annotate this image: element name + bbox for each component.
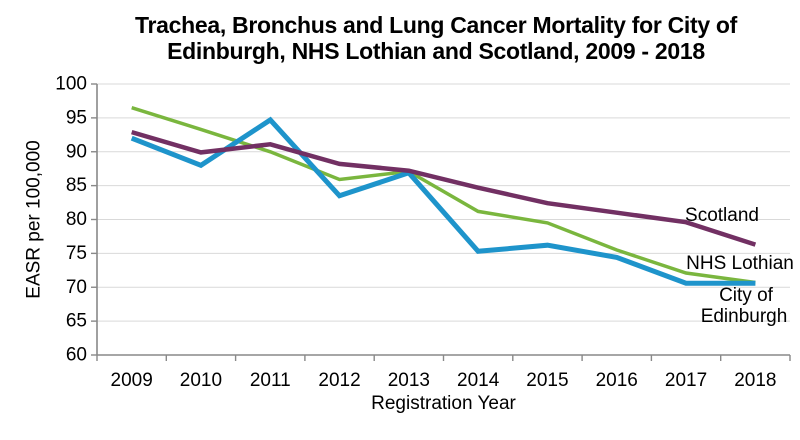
y-axis-title: EASR per 100,000: [24, 140, 45, 298]
series-label-city-of-edinburgh: City of: [719, 285, 774, 306]
y-tick-label: 60: [66, 345, 87, 366]
series-line-scotland: [131, 129, 757, 247]
x-tick-label: 2017: [665, 370, 707, 391]
x-axis-title: Registration Year: [371, 393, 516, 414]
y-tick-label: 70: [66, 277, 87, 298]
series-line-city-of-edinburgh: [130, 116, 756, 286]
y-tick-label: 85: [66, 175, 87, 196]
x-tick-label: 2011: [250, 370, 291, 391]
x-tick-label: 2012: [318, 370, 360, 391]
series-label-scotland: Scotland: [685, 205, 759, 226]
x-tick-label: 2014: [457, 370, 500, 391]
y-tick-label: 90: [66, 141, 87, 162]
y-tick-label: 95: [66, 107, 87, 128]
series-label-nhs-lothian: NHS Lothian: [686, 253, 794, 274]
y-tick-label: 65: [66, 311, 87, 332]
y-tick-label: 75: [66, 243, 87, 264]
y-tick-label: 80: [66, 209, 87, 230]
series-label-city-of-edinburgh: Edinburgh: [701, 306, 788, 327]
x-tick-label: 2016: [596, 370, 638, 391]
x-tick-label: 2013: [388, 370, 430, 391]
x-tick-label: 2018: [734, 370, 776, 391]
x-tick-label: 2009: [111, 370, 153, 391]
series-line-nhs-lothian: [131, 106, 756, 285]
chart-title: Trachea, Bronchus and Lung Cancer Mortal…: [72, 12, 800, 64]
x-tick-label: 2015: [526, 370, 568, 391]
chart-title-line-1: Trachea, Bronchus and Lung Cancer Mortal…: [134, 12, 738, 38]
y-tick-label: 100: [55, 74, 87, 95]
chart-title-line-2: Edinburgh, NHS Lothian and Scotland, 200…: [167, 38, 705, 64]
x-tick-label: 2010: [180, 370, 222, 391]
